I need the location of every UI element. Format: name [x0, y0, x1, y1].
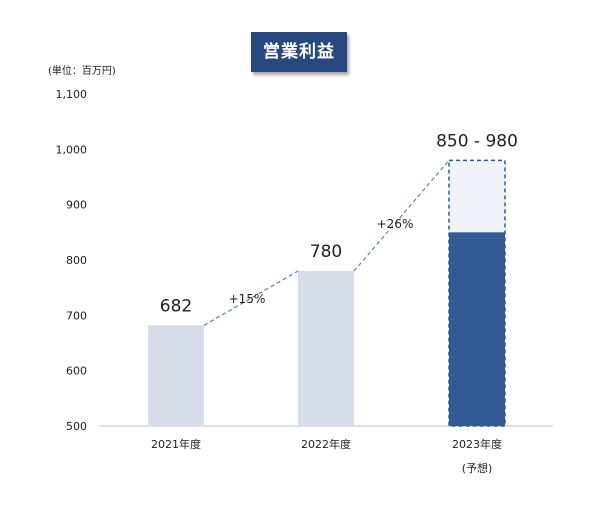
- x-tick-label: 2023年度: [452, 437, 502, 451]
- data-label: 780: [310, 242, 342, 262]
- bar-2022年度: [298, 271, 354, 426]
- y-tick-label: 1,100: [56, 88, 88, 101]
- growth-label: +15%: [229, 292, 266, 306]
- x-tick-sublabel: (予想): [462, 461, 493, 475]
- y-tick-label: 700: [66, 309, 87, 322]
- unit-label: (単位：百万円): [48, 66, 116, 77]
- chart-title: 営業利益: [251, 32, 347, 72]
- bar-2021年度: [148, 325, 204, 426]
- y-tick-label: 1,000: [56, 143, 88, 156]
- data-label: 682: [160, 296, 192, 316]
- y-tick-label: 800: [66, 254, 87, 267]
- x-tick-label: 2022年度: [301, 437, 351, 451]
- forecast-range-outline: [448, 159, 506, 427]
- bar-2023年度: [449, 232, 505, 426]
- y-tick-label: 900: [66, 199, 87, 212]
- y-tick-label: 500: [66, 420, 87, 433]
- growth-connector: [353, 160, 450, 272]
- x-tick-label: 2021年度: [151, 437, 201, 451]
- data-label: 850 - 980: [436, 131, 518, 151]
- growth-label: +26%: [377, 217, 414, 231]
- y-tick-label: 600: [66, 365, 87, 378]
